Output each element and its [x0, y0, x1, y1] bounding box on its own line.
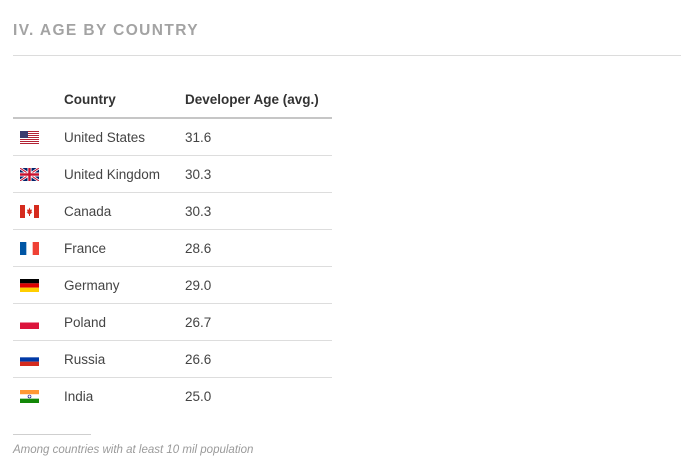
us-flag-icon [20, 130, 39, 144]
age-cell: 28.6 [185, 229, 332, 267]
country-cell: India [64, 388, 94, 404]
table-row: Germany 29.0 [13, 266, 332, 304]
age-cell: 31.6 [185, 118, 332, 156]
age-cell: 30.3 [185, 155, 332, 193]
table-row: United Kingdom 30.3 [13, 155, 332, 193]
age-column-header: Developer Age (avg.) [185, 81, 332, 119]
country-cell: United States [64, 118, 185, 156]
country-cell: Russia [64, 340, 185, 378]
country-cell: United Kingdom [64, 155, 185, 193]
germany-flag-icon [20, 278, 39, 292]
title-divider [13, 55, 681, 56]
table-header-row: Country Developer Age (avg.) [13, 81, 332, 119]
country-cell: Canada [64, 192, 185, 230]
age-by-country-table: Country Developer Age (avg.) United Stat… [13, 81, 332, 414]
country-cell: Germany [64, 266, 185, 304]
table-row: India 25.0 [13, 378, 332, 415]
table-row: France 28.6 [13, 229, 332, 267]
age-cell: 25.0 [185, 388, 212, 404]
country-cell: France [64, 229, 185, 267]
country-column-header: Country [64, 81, 185, 119]
age-cell: 30.3 [185, 192, 332, 230]
uk-flag-icon [20, 167, 39, 181]
age-cell: 29.0 [185, 266, 332, 304]
age-cell: 26.7 [185, 303, 332, 341]
country-cell: Poland [64, 303, 185, 341]
table-row: Poland 26.7 [13, 303, 332, 341]
table-row: Canada 30.3 [13, 192, 332, 230]
footnote: Among countries with at least 10 mil pop… [13, 444, 254, 456]
table-row: Russia 26.6 [13, 340, 332, 378]
table-row: United States 31.6 [13, 118, 332, 156]
canada-flag-icon [20, 204, 39, 218]
section-title: IV. AGE BY COUNTRY [13, 22, 199, 39]
age-cell: 26.6 [185, 340, 332, 378]
france-flag-icon [20, 241, 39, 255]
poland-flag-icon [20, 315, 39, 329]
russia-flag-icon [20, 352, 39, 366]
footnote-divider [13, 434, 91, 435]
flag-column-header [13, 81, 64, 119]
india-flag-icon [20, 389, 39, 403]
